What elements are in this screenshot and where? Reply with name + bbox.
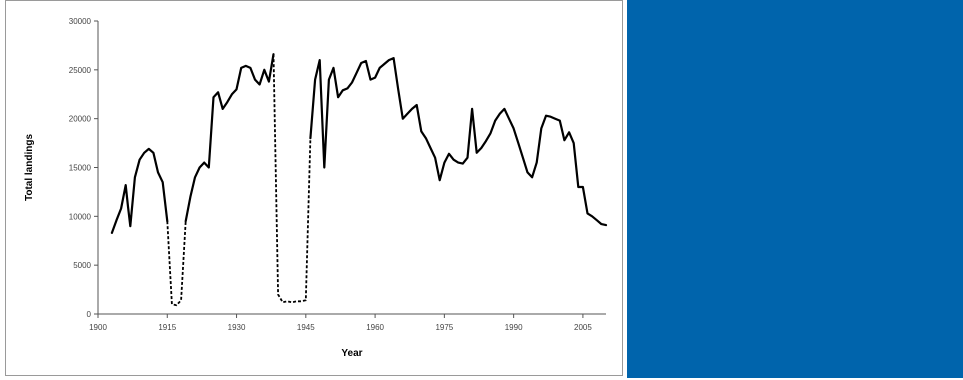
x-tick-label: 1930: [228, 323, 246, 332]
series-line-dashed-2: [166, 221, 187, 307]
x-tick-label: 1975: [435, 323, 453, 332]
x-axis-label: Year: [341, 348, 362, 359]
y-tick-label: 25000: [69, 66, 92, 75]
series-line-solid-1: [110, 147, 169, 234]
x-tick-label: 2005: [574, 323, 592, 332]
landings-line-chart: 0 5000 10000 15000 20000 25000 30000 1900 1915 19…: [24, 17, 608, 359]
chart-series: [110, 53, 608, 307]
blue-side-panel: [627, 0, 963, 378]
series-line-solid-5: [309, 57, 608, 227]
x-tick-label: 1900: [89, 323, 107, 332]
x-tick-label: 1915: [158, 323, 176, 332]
y-tick-label: 10000: [69, 212, 92, 221]
y-tick-label: 5000: [73, 261, 91, 270]
series-line-solid-3: [184, 53, 275, 223]
y-tick-label: 20000: [69, 115, 92, 124]
y-tick-label: 30000: [69, 17, 92, 26]
y-axis-label: Total landings: [24, 134, 35, 201]
y-tick-label: 15000: [69, 164, 92, 173]
x-tick-label: 1945: [297, 323, 315, 332]
x-tick-label: 1960: [366, 323, 384, 332]
series-line-dashed-4: [272, 54, 312, 304]
x-tick-label: 1990: [505, 323, 523, 332]
chart-axes: [97, 21, 606, 315]
chart-ticks: 0 5000 10000 15000 20000 25000 30000 1900 1915 19…: [69, 17, 593, 332]
chart-frame: 0 5000 10000 15000 20000 25000 30000 1900 1915 19…: [5, 0, 623, 376]
y-tick-label: 0: [87, 310, 92, 319]
